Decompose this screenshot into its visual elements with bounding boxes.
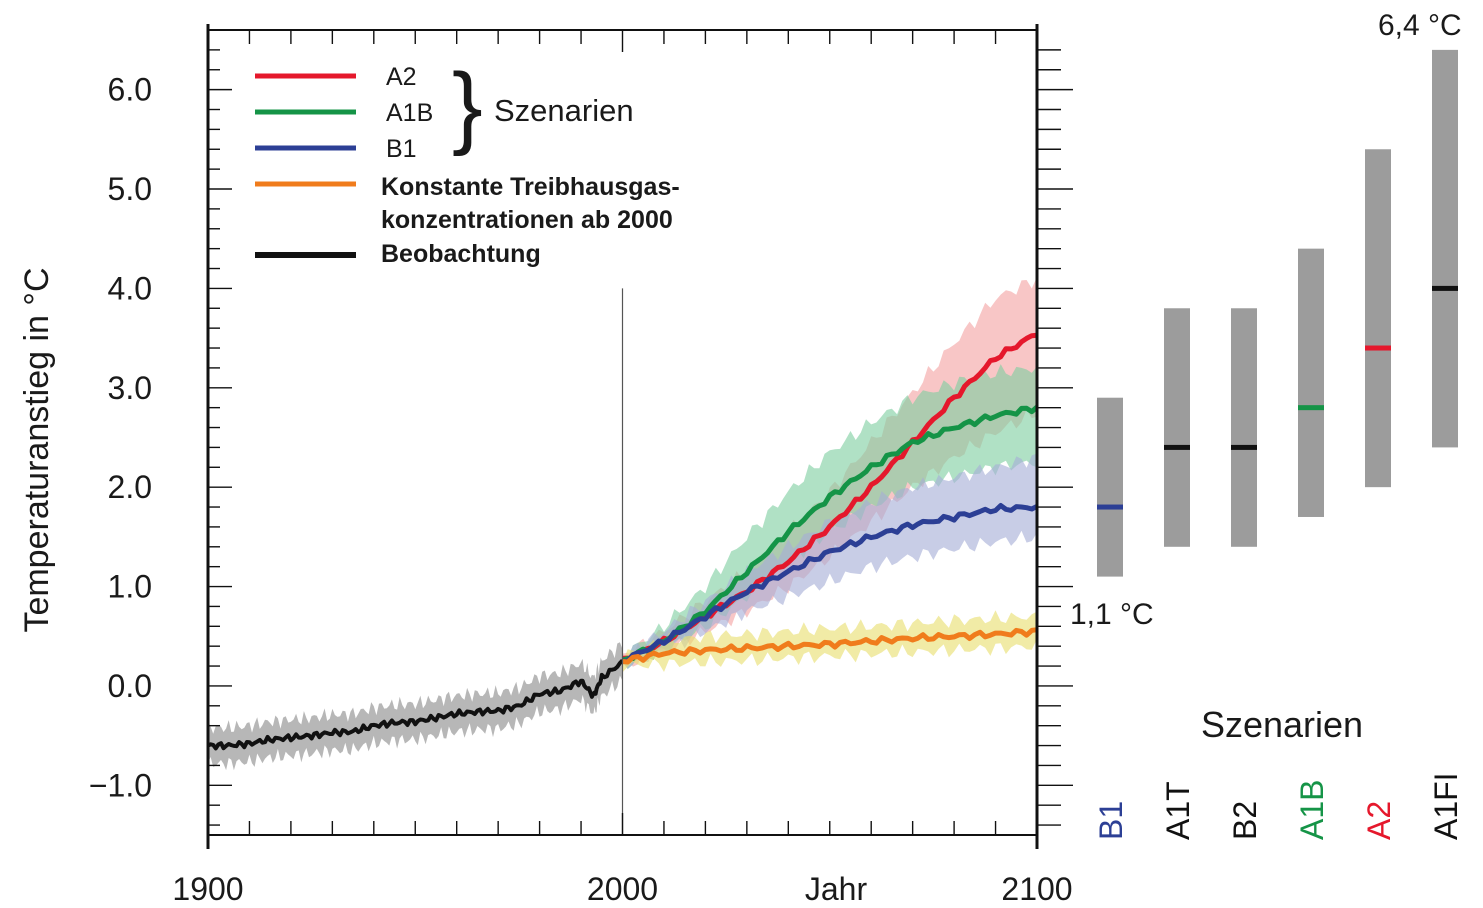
line-konstante-treibhausgaskonzentrationen-ab-2000 xyxy=(622,627,1038,665)
x-axis-label: Jahr xyxy=(805,871,868,907)
band-b1 xyxy=(622,453,1037,669)
y-tick-label: 1.0 xyxy=(108,569,152,605)
range-label-b1: B1 xyxy=(1093,801,1129,840)
range-label-a1fi: A1FI xyxy=(1428,772,1464,840)
x-tick-label: 1900 xyxy=(172,871,243,907)
series-lines xyxy=(207,332,1039,751)
legend-group-label: Szenarien xyxy=(494,93,634,128)
band-a2 xyxy=(622,276,1037,667)
legend-label-a2: A2 xyxy=(386,63,417,91)
range-bar-b1 xyxy=(1097,397,1123,577)
range-bar-a1b xyxy=(1298,248,1324,517)
legend-brace-icon: } xyxy=(452,55,483,157)
range-label-a1b: A1B xyxy=(1294,780,1330,840)
range-bar-b2 xyxy=(1231,308,1257,547)
y-tick-label: 0.0 xyxy=(108,668,152,704)
line-b1 xyxy=(622,503,1039,664)
x-tick-label: 2000 xyxy=(587,871,658,907)
legend-label-constant-1: Konstante Treibhausgas- xyxy=(381,173,680,201)
range-label-b2: B2 xyxy=(1227,801,1263,840)
line-beobachtung xyxy=(207,658,624,751)
y-tick-label: 5.0 xyxy=(108,171,152,207)
range-annotation-high: 6,4 °C xyxy=(1378,9,1462,42)
legend-label-b1: B1 xyxy=(386,135,417,163)
legend: A2 A1B B1 } Szenarien Konstante Treibhau… xyxy=(255,55,680,268)
range-best-a2 xyxy=(1365,345,1391,351)
band-beobachtung xyxy=(208,642,623,771)
axis-ticks: −1.0 0.0 1.0 2.0 3.0 4.0 5.0 6.0 1900 2000 2100 xyxy=(89,30,1073,907)
legend-label-a1b: A1B xyxy=(386,99,433,127)
y-axis-label: Temperaturanstieg in °C xyxy=(18,267,56,632)
y-tick-label: 4.0 xyxy=(108,270,152,306)
y-tick-label: 6.0 xyxy=(108,72,152,108)
y-tick-label: 2.0 xyxy=(108,469,152,505)
y-tick-label: 3.0 xyxy=(108,370,152,406)
range-label-a2: A2 xyxy=(1361,801,1397,840)
legend-label-constant-2: konzentrationen ab 2000 xyxy=(381,206,673,234)
range-best-a1t xyxy=(1164,444,1190,450)
range-best-a1fi xyxy=(1432,285,1458,291)
range-label-a1t: A1T xyxy=(1160,781,1196,840)
legend-label-observed: Beobachtung xyxy=(381,240,541,268)
range-best-a1b xyxy=(1298,405,1324,411)
range-bar-a1fi xyxy=(1432,49,1458,448)
range-bar-a1t xyxy=(1164,308,1190,547)
range-best-b2 xyxy=(1231,444,1257,450)
scenario-range-bars: B1 A1T B2 A1B A2 A1FI xyxy=(1093,49,1464,840)
range-bar-a2 xyxy=(1365,149,1391,488)
ranges-title: Szenarien xyxy=(1201,704,1363,745)
range-best-b1 xyxy=(1097,504,1123,510)
range-annotation-low: 1,1 °C xyxy=(1070,598,1154,631)
y-tick-label: −1.0 xyxy=(89,767,152,803)
x-tick-label: 2100 xyxy=(1001,871,1072,907)
